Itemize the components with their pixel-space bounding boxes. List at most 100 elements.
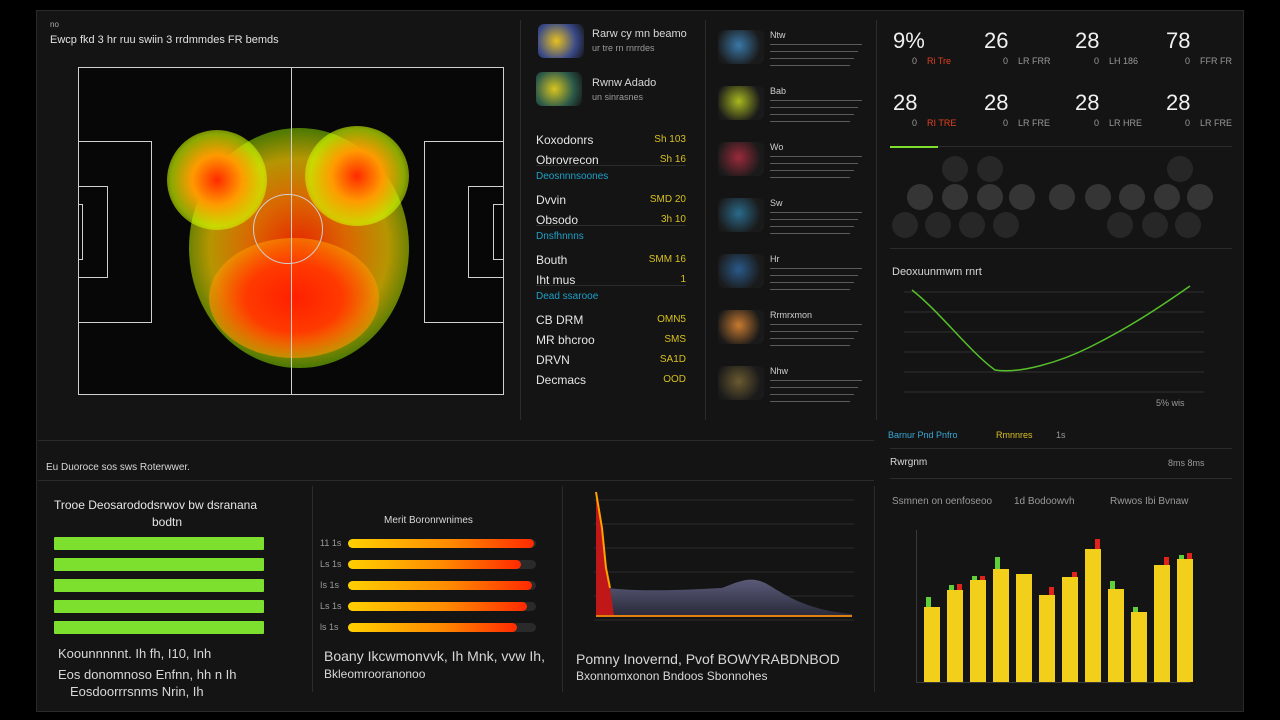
clip-label: Ntw [770,30,786,40]
player-avatar[interactable] [538,24,584,58]
bar-head-1: Ssmnen on oenfoseoo [892,496,993,507]
left-foot-3: Eosdoorrrsnms Nrin, Ih [70,684,204,699]
stats-section-header: Dnsfhnnns [536,231,584,242]
stat-label: Bouth [536,253,568,267]
clip-line [770,170,854,171]
clip-line [770,114,854,115]
tag-a: Barnur Pnd Pnfro [888,430,958,440]
line-chart-footer: 5% wis [1156,398,1185,408]
status-dot [1119,184,1145,210]
clip-thumbnail[interactable] [718,142,764,176]
clip-line [770,387,858,388]
bar-label: Is 1s [320,580,340,590]
clip-line [770,121,850,122]
clip-line [770,380,862,381]
stat-value: SA1D [659,354,686,365]
clip-thumbnail[interactable] [718,198,764,232]
kpi-index: 0 [1094,56,1100,66]
stat-value: Sh 103 [654,134,686,145]
bar [1108,588,1124,682]
status-dot [977,156,1003,182]
clip-line [770,282,854,283]
kpi-index: 0 [912,118,918,128]
clip-thumbnail[interactable] [718,30,764,64]
kpi-index: 0 [912,56,918,66]
green-bar [54,558,264,571]
page-title: Ewcp fkd 3 hr ruu swiin 3 rrdmmdes FR be… [50,34,279,46]
right-penalty-box [424,141,503,323]
bar-head-3: Rwwos Ibi Bvnaw [1110,496,1189,507]
stat-label: Koxodonrs [536,133,594,147]
clip-line [770,65,850,66]
bar [1039,595,1055,682]
divider [536,285,686,286]
stat-label: Dvvin [536,193,567,207]
kpi-index: 0 [1003,118,1009,128]
pitch-heatmap[interactable] [78,67,504,395]
status-dot [1187,184,1213,210]
clip-label: Sw [770,198,783,208]
clip-line [770,44,862,45]
progress-fill [348,623,518,632]
player-avatar[interactable] [536,72,582,106]
bar [1177,558,1193,682]
bar-label: 11 1s [320,538,342,548]
clip-thumbnail[interactable] [718,86,764,120]
stat-label: Iht mus [536,273,576,287]
area-foot-1: Pomny Inovernd, Pvof BOWYRABDNBOD [576,651,840,667]
kpi-value: 28 [984,90,1009,115]
left-foot-2: Eos donomnoso Enfnn, hh n Ih [58,667,237,682]
stat-value: OMN5 [657,314,686,325]
tag-c: 1s [1056,430,1066,440]
clip-line [770,58,854,59]
stat-value: 3h 10 [660,214,686,225]
mid-right-value: 8ms 8ms [1168,458,1205,468]
kpi-value: 28 [1075,90,1100,115]
progress-fill [348,539,535,548]
player-name: Rarw cy mn beamo [592,28,687,40]
kpi-index: 0 [1094,118,1100,128]
left-goal-box [79,186,108,278]
clip-line [770,401,850,402]
divider [536,165,686,166]
clip-line [770,177,850,178]
bar [1085,548,1101,682]
bar-label: Ls 1s [320,601,342,611]
green-bar [54,600,264,613]
kpi-sub: LR HRE [1109,118,1143,128]
bar-tip-green [926,597,931,607]
center-circle [253,194,323,264]
clip-thumbnail[interactable] [718,254,764,288]
clip-line [770,219,858,220]
clip-label: Rrmrxmon [770,310,812,320]
status-dot [1107,212,1133,238]
bar [924,607,940,682]
clip-line [770,324,862,325]
clip-line [770,345,850,346]
bar-head-2: 1d Bodoowvh [1014,496,1075,507]
clip-line [770,394,854,395]
kpi-index: 0 [1003,56,1009,66]
tag-b: Rmnnres [996,430,1033,440]
kpi-index: 0 [1185,118,1191,128]
clip-line [770,100,862,101]
progress-fill [348,602,527,611]
mid-foot-1: Boany Ikcwmonvvk, Ih Mnk, vvw Ih, [324,648,545,664]
kpi-value: 78 [1166,28,1191,53]
kpi-value: 28 [1166,90,1191,115]
bar-tip-red [1187,552,1192,559]
clip-thumbnail[interactable] [718,366,764,400]
kpi-value: 28 [1075,28,1100,53]
bar-label: ls 1s [320,622,339,632]
player-meta: un sinrasnes [592,92,644,102]
bar [1131,612,1147,682]
stat-label: DRVN [536,353,570,367]
player-name: Rwnw Adado [592,77,657,89]
left-panel-sub: bodtn [152,515,183,529]
bar [1154,565,1170,682]
status-dot [1009,184,1035,210]
green-bar [54,537,264,550]
clip-thumbnail[interactable] [718,310,764,344]
status-dot [977,184,1003,210]
stats-section-header: Dead ssarooe [536,291,599,302]
